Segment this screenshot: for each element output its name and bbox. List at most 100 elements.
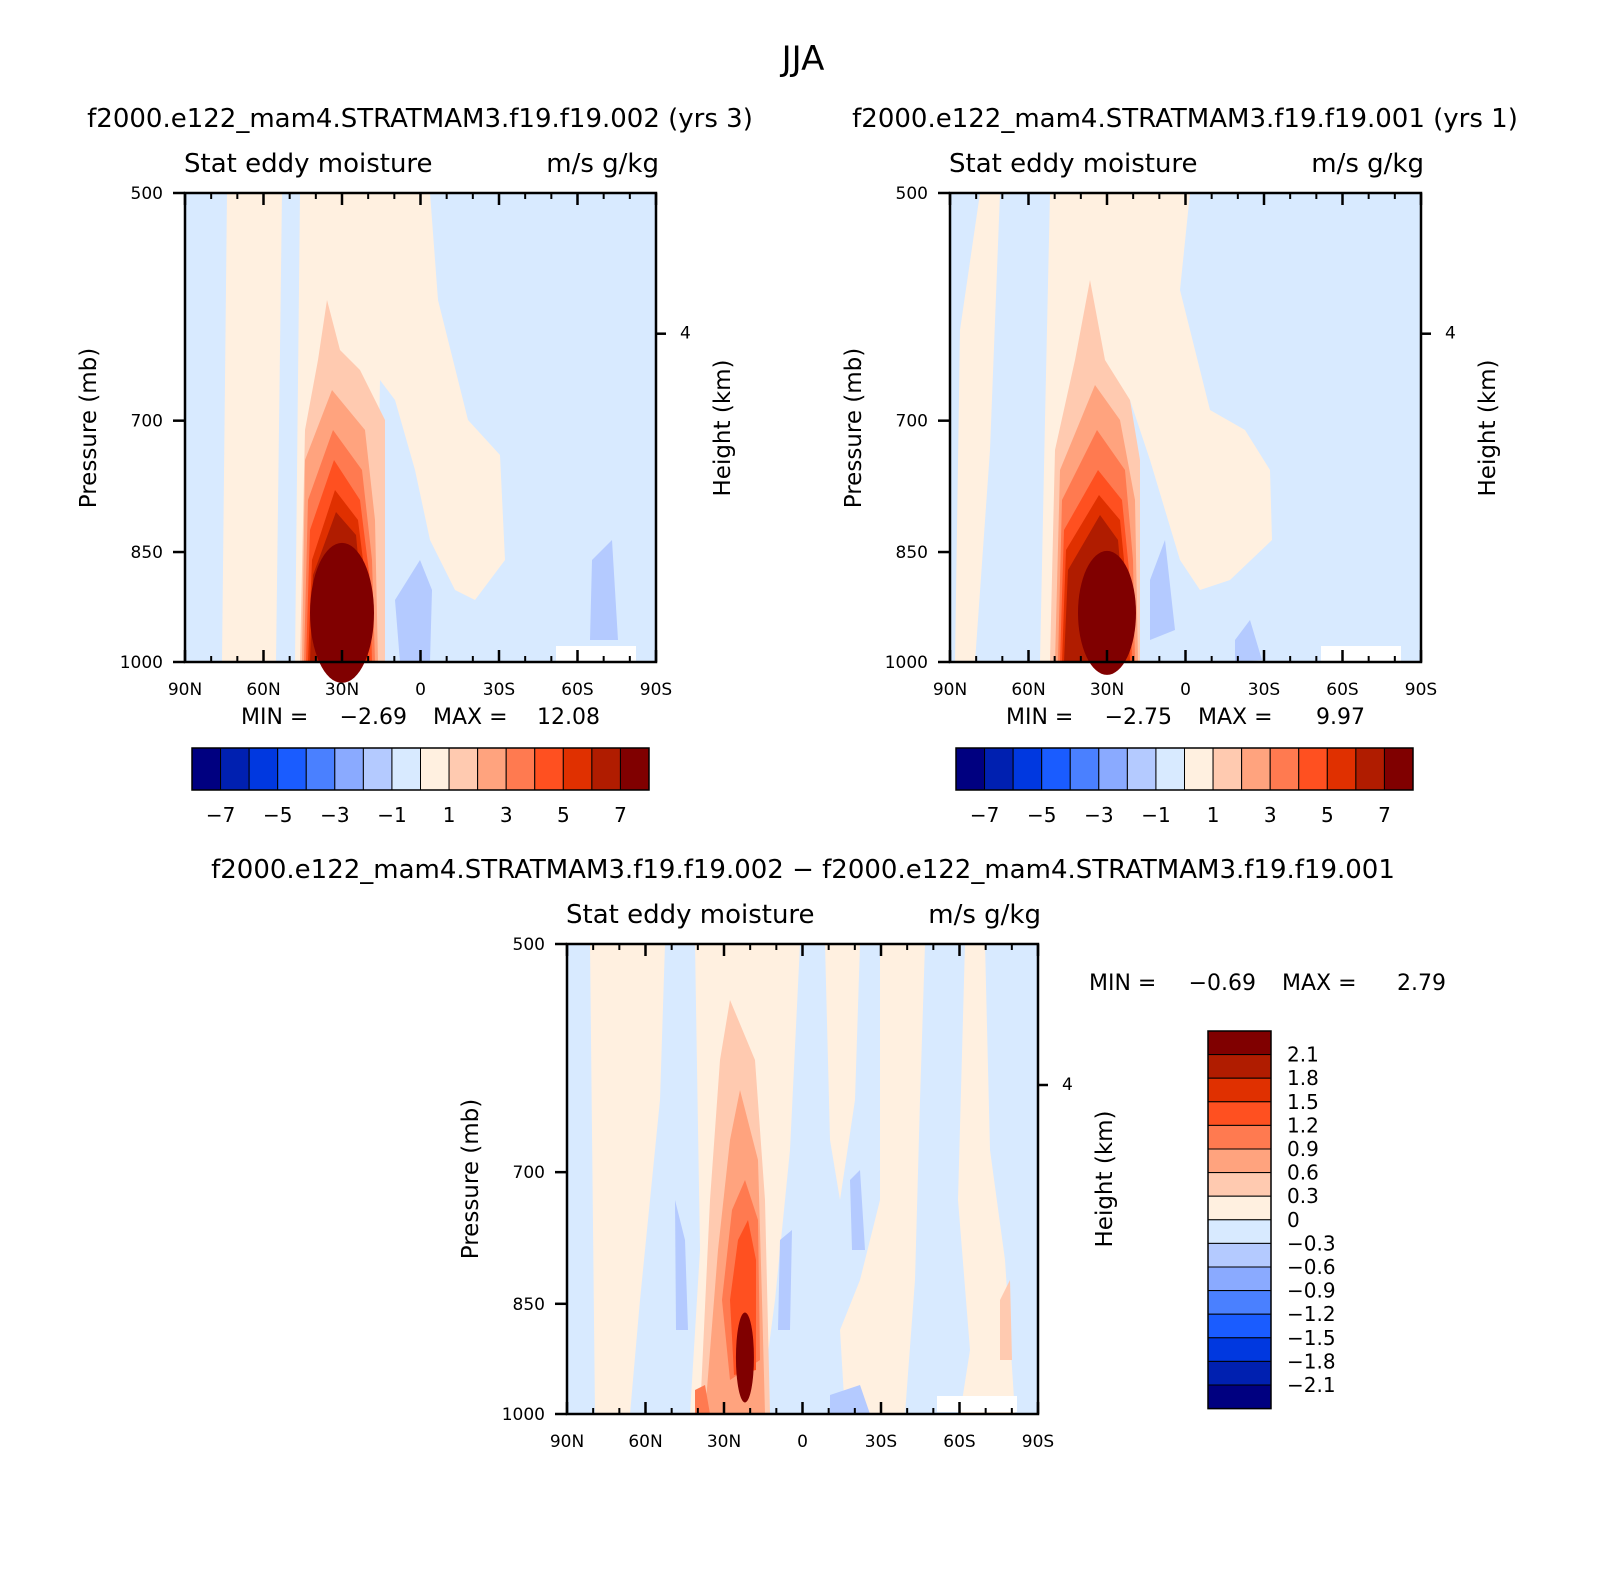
colorbar-swatch bbox=[1207, 1054, 1272, 1079]
contour-band bbox=[590, 540, 618, 640]
y-tick-label: 700 bbox=[896, 412, 928, 432]
contour-band bbox=[395, 560, 432, 662]
colorbar-swatch bbox=[1207, 1313, 1272, 1339]
panel-title-left: Stat eddy moisture bbox=[566, 900, 815, 930]
colorbar-label: 7 bbox=[614, 803, 627, 827]
colorbar-label: −1 bbox=[1141, 803, 1170, 827]
colorbar-swatch bbox=[1212, 747, 1243, 791]
panel-title-right: m/s g/kg bbox=[928, 900, 1041, 930]
contour-band bbox=[840, 944, 925, 1414]
missing-data-area bbox=[937, 1396, 1017, 1412]
contour-band bbox=[958, 944, 1015, 1414]
colorbar-swatch bbox=[955, 747, 986, 791]
x-tick-label: 90S bbox=[640, 680, 672, 700]
x-tick-label: 90N bbox=[550, 1432, 584, 1452]
panel-b: 90N 60N 30N 0 30S 60S 90S 500 700 850 1000 4 Stat … bbox=[841, 149, 1501, 730]
x-tick-label: 60N bbox=[628, 1432, 662, 1452]
right-axis-label: Height (km) bbox=[710, 359, 736, 496]
colorbar-label: 1 bbox=[1207, 803, 1220, 827]
colorbar-label: −1 bbox=[377, 803, 406, 827]
colorbar-swatch bbox=[448, 747, 479, 791]
case-b-title: f2000.e122_mam4.STRATMAM3.f19.f19.001 (y… bbox=[852, 104, 1518, 134]
x-tick-label: 90S bbox=[1405, 680, 1437, 700]
contour-band bbox=[1235, 620, 1262, 662]
colorbar-frame bbox=[191, 747, 650, 791]
x-tick-label: 30N bbox=[707, 1432, 741, 1452]
x-tick-label: 30S bbox=[1248, 680, 1280, 700]
colorbar-swatch bbox=[1207, 1172, 1272, 1197]
min-label: MIN = bbox=[241, 705, 308, 730]
colorbar-label: −2.1 bbox=[1287, 1373, 1336, 1397]
y-tick-label: 700 bbox=[513, 1163, 545, 1183]
colorbar-swatch bbox=[1207, 1337, 1272, 1362]
colorbar-label: 1.8 bbox=[1287, 1066, 1319, 1090]
min-value: −2.75 bbox=[1105, 705, 1172, 730]
contour-band bbox=[825, 944, 860, 1200]
colorbar-swatch bbox=[362, 747, 393, 791]
x-tick-label: 30N bbox=[325, 680, 359, 700]
colorbar-panel-a: −7 −5 −3 −1 1 3 5 7 bbox=[191, 747, 650, 827]
colorbar-swatch bbox=[1207, 1266, 1272, 1292]
colorbar-swatch bbox=[1012, 747, 1043, 791]
x-tick-label: 0 bbox=[415, 680, 426, 700]
colorbar-label: −5 bbox=[263, 803, 292, 827]
colorbar-swatch bbox=[477, 747, 507, 791]
colorbar-swatch bbox=[1207, 1195, 1272, 1221]
colorbar-label: 1.5 bbox=[1287, 1090, 1319, 1114]
colorbar-label: 5 bbox=[1321, 803, 1334, 827]
x-tick-label: 90N bbox=[168, 680, 202, 700]
x-axis-ticks: 90N 60N 30N 0 30S 60S 90S bbox=[933, 193, 1437, 700]
colorbar-label: −1.8 bbox=[1287, 1349, 1336, 1373]
y-axis-ticks: 500 700 850 1000 4 bbox=[502, 935, 1073, 1425]
max-center-blob bbox=[310, 542, 374, 683]
colorbar-label: 7 bbox=[1378, 803, 1391, 827]
colorbar-frame bbox=[955, 747, 1414, 791]
x-tick-label: 90S bbox=[1022, 1432, 1054, 1452]
max-label: MAX = bbox=[1282, 971, 1357, 996]
right-tick-label: 4 bbox=[1062, 1075, 1073, 1095]
colorbar-swatch bbox=[1269, 747, 1300, 791]
min-label: MIN = bbox=[1089, 971, 1156, 996]
colorbar-label: −0.6 bbox=[1287, 1255, 1336, 1279]
contour-band bbox=[850, 1170, 865, 1250]
min-value: −2.69 bbox=[340, 705, 407, 730]
colorbar-label: 0 bbox=[1287, 1208, 1300, 1232]
colorbar-swatch bbox=[619, 747, 650, 791]
x-tick-label: 30S bbox=[483, 680, 515, 700]
y-tick-label: 850 bbox=[131, 543, 163, 563]
colorbar-swatch bbox=[1207, 1030, 1272, 1056]
missing-data-area bbox=[1321, 646, 1401, 662]
colorbar-label: −3 bbox=[320, 803, 349, 827]
x-tick-label: 60N bbox=[1011, 680, 1045, 700]
max-center-blob bbox=[735, 1312, 754, 1403]
contour-band bbox=[1000, 1280, 1012, 1360]
y-axis-label: Pressure (mb) bbox=[458, 1099, 484, 1259]
colorbar-label: −0.3 bbox=[1287, 1231, 1336, 1255]
y-tick-label: 500 bbox=[513, 935, 545, 955]
contour-band bbox=[1150, 540, 1175, 640]
colorbar-frame bbox=[1207, 1030, 1272, 1410]
colorbar-swatch bbox=[505, 747, 536, 791]
x-tick-label: 30N bbox=[1090, 680, 1124, 700]
right-tick-label: 4 bbox=[1445, 324, 1456, 344]
colorbar-swatch bbox=[1207, 1077, 1272, 1103]
y-axis-ticks: 500 700 850 1000 4 bbox=[885, 184, 1456, 673]
x-tick-label: 60S bbox=[1326, 680, 1358, 700]
panel-a: 90N 60N 30N 0 30S 60S 90S 500 700 850 1000 4 Stat … bbox=[76, 149, 736, 730]
right-tick-label: 4 bbox=[680, 324, 691, 344]
contour-band bbox=[675, 1200, 688, 1330]
colorbar-swatch bbox=[1241, 747, 1271, 791]
colorbar-swatch bbox=[1069, 747, 1100, 791]
colorbar-swatch bbox=[1126, 747, 1157, 791]
colorbar-swatch bbox=[1207, 1360, 1272, 1386]
colorbar-swatch bbox=[1207, 1384, 1272, 1410]
contour-field bbox=[567, 944, 1038, 1414]
colorbar-swatch bbox=[305, 747, 336, 791]
colorbar-panel-b: −7 −5 −3 −1 1 3 5 7 bbox=[955, 747, 1414, 827]
colorbar-label: 3 bbox=[500, 803, 513, 827]
colorbar-label: −0.9 bbox=[1287, 1279, 1336, 1303]
colorbar-label: −1.2 bbox=[1287, 1302, 1336, 1326]
colorbar-swatch bbox=[1184, 747, 1214, 791]
max-center-blob bbox=[1078, 550, 1136, 675]
contour-band bbox=[695, 1385, 710, 1414]
